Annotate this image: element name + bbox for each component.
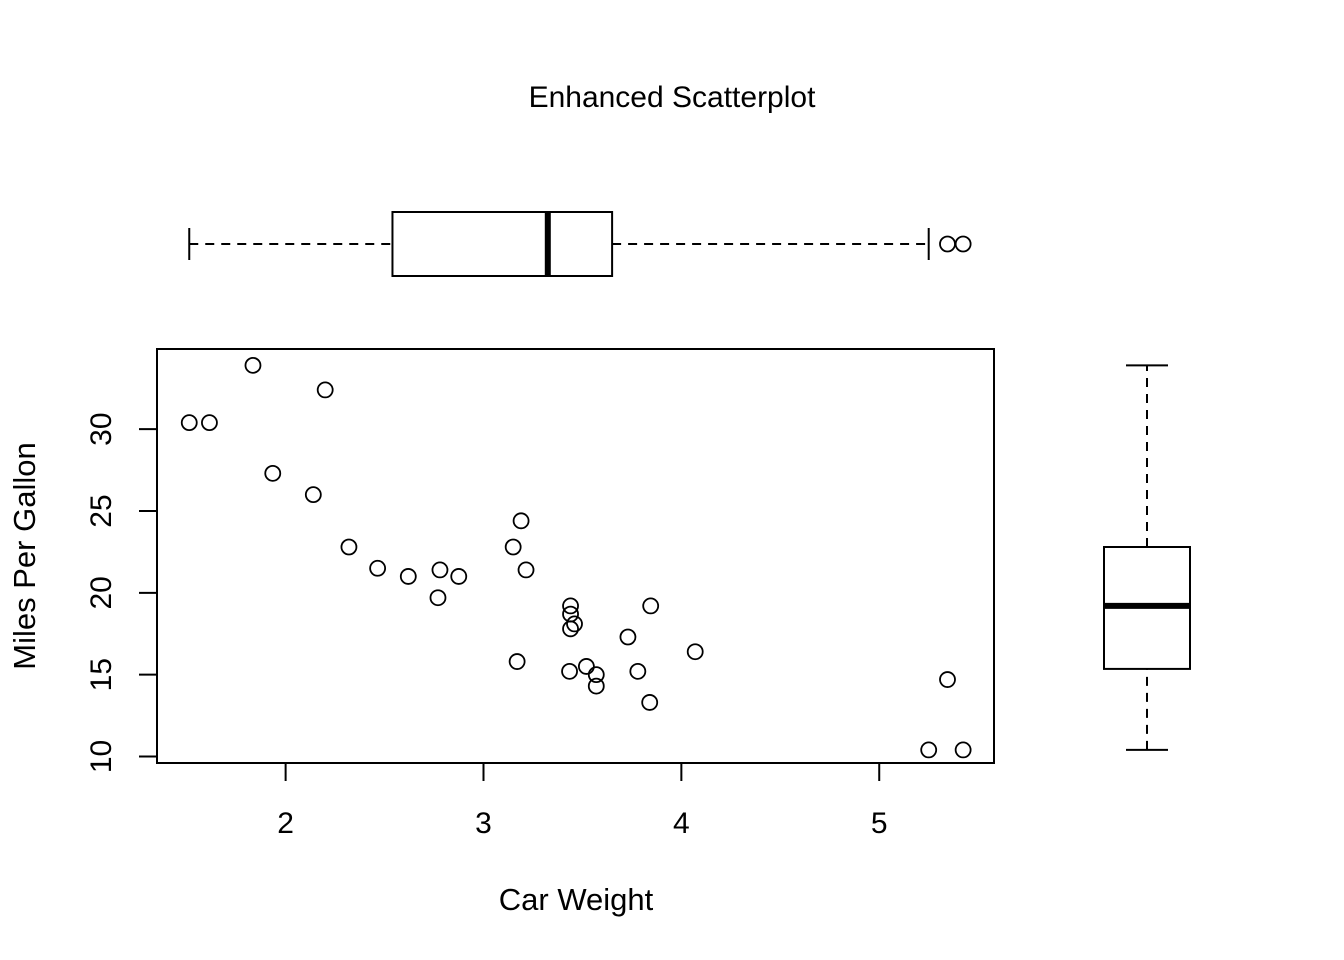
chart-title: Enhanced Scatterplot <box>529 81 817 114</box>
data-point <box>369 559 387 577</box>
data-point <box>954 741 972 759</box>
data-point <box>642 597 660 615</box>
data-point <box>431 561 449 579</box>
y-axis: 10 15 20 25 30 <box>85 412 157 773</box>
x-boxplot-outlier <box>954 235 972 253</box>
x-tick-label: 5 <box>871 807 888 840</box>
x-axis-title: Car Weight <box>499 882 654 917</box>
data-point <box>450 568 468 585</box>
data-point <box>504 538 522 556</box>
data-point <box>566 615 583 633</box>
data-point <box>562 597 579 615</box>
data-point <box>304 486 322 504</box>
data-point <box>429 589 447 607</box>
y-tick-label: 30 <box>85 412 118 445</box>
data-point <box>920 741 938 759</box>
data-point <box>508 653 526 670</box>
data-point <box>629 662 647 680</box>
x-tick-label: 3 <box>475 807 492 840</box>
x-tick-label: 4 <box>673 807 690 840</box>
x-axis: 2 3 4 5 <box>277 763 888 840</box>
data-point <box>562 620 579 638</box>
data-point <box>641 694 659 711</box>
data-point <box>244 356 262 374</box>
data-point <box>619 628 637 646</box>
x-boxplot <box>188 211 972 277</box>
data-point <box>587 677 605 695</box>
y-boxplot <box>1103 364 1191 751</box>
scatter-points <box>180 356 972 759</box>
y-tick-label: 10 <box>85 740 118 773</box>
data-point <box>587 666 605 684</box>
x-boxplot-box <box>391 211 614 277</box>
y-tick-label: 20 <box>85 576 118 609</box>
data-point <box>399 568 417 585</box>
data-point <box>201 414 218 432</box>
data-point <box>517 561 535 579</box>
y-tick-label: 15 <box>85 658 118 691</box>
x-tick-label: 2 <box>277 807 294 840</box>
data-point <box>939 671 956 688</box>
data-point <box>340 538 358 556</box>
data-point <box>264 464 282 482</box>
plot-frame <box>156 348 995 764</box>
data-point <box>180 414 198 432</box>
x-boxplot-outlier <box>939 235 956 253</box>
data-point <box>512 512 530 530</box>
y-axis-title: Miles Per Gallon <box>7 442 42 669</box>
y-tick-label: 25 <box>85 494 118 527</box>
data-point <box>686 643 704 661</box>
data-point <box>561 662 578 680</box>
data-point <box>316 381 334 399</box>
data-point <box>577 658 595 675</box>
